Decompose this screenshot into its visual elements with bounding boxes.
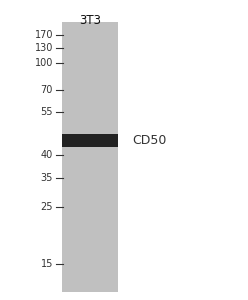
Text: 40: 40 (41, 150, 53, 160)
Text: 170: 170 (34, 30, 53, 40)
Text: 25: 25 (40, 202, 53, 212)
Text: 130: 130 (35, 43, 53, 53)
Text: 3T3: 3T3 (79, 14, 101, 27)
Text: 55: 55 (40, 107, 53, 117)
Text: 100: 100 (35, 58, 53, 68)
Text: 15: 15 (41, 259, 53, 269)
Text: CD50: CD50 (132, 134, 166, 146)
Bar (62, 22, 118, 292)
Bar (62, 134, 118, 147)
Text: 70: 70 (41, 85, 53, 95)
Text: 35: 35 (41, 173, 53, 183)
